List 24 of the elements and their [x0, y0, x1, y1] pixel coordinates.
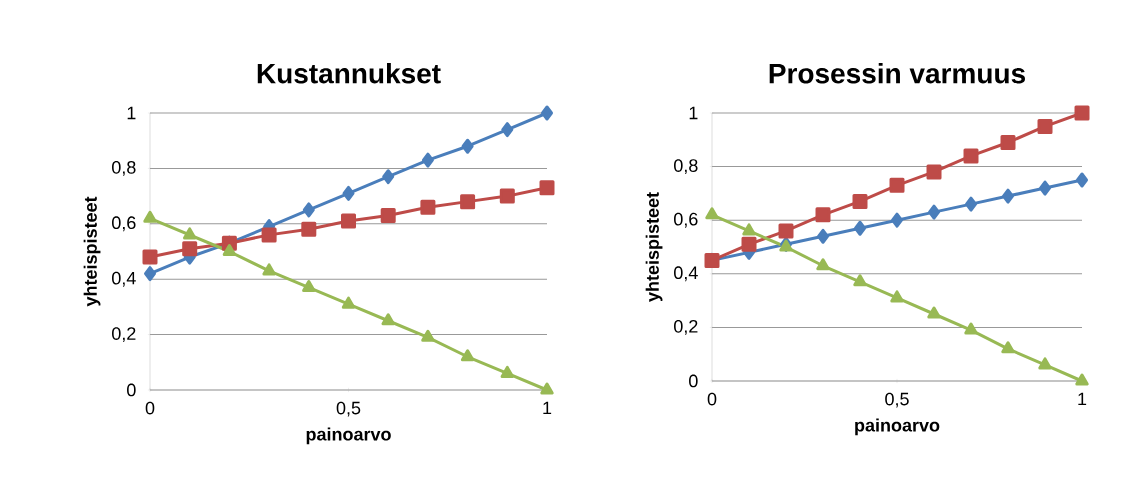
- x-tick-label: 1: [1078, 392, 1087, 406]
- y-tick-label: 0: [127, 383, 136, 397]
- y-axis-title: yhteispisteet: [83, 196, 101, 307]
- y-tick-label: 0,8: [674, 159, 698, 175]
- x-tick-label: 0,5: [885, 392, 909, 408]
- x-tick-label: 0: [707, 392, 717, 406]
- y-tick-label: 0,6: [112, 216, 136, 232]
- y-tick-label: 0,8: [112, 160, 136, 176]
- y-tick-label: 0,4: [674, 266, 698, 282]
- chart-title: Prosessin varmuus: [769, 62, 1025, 84]
- x-axis-title: painoarvo: [855, 418, 940, 436]
- chart-title: Kustannukset: [257, 62, 441, 84]
- y-tick-label: 0,6: [674, 212, 698, 228]
- y-tick-label: 1: [127, 106, 136, 120]
- x-tick-label: 0: [145, 401, 155, 415]
- x-tick-label: 1: [543, 401, 552, 415]
- y-tick-label: 0,4: [112, 271, 136, 287]
- y-tick-label: 0: [689, 374, 698, 388]
- x-tick-label: 0,5: [336, 401, 361, 417]
- x-axis-title: painoarvo: [306, 427, 391, 445]
- y-axis-title: yhteispisteet: [645, 192, 663, 302]
- y-tick-label: 0,2: [112, 327, 136, 343]
- y-tick-label: 1: [689, 106, 698, 120]
- y-tick-label: 0,2: [674, 319, 698, 335]
